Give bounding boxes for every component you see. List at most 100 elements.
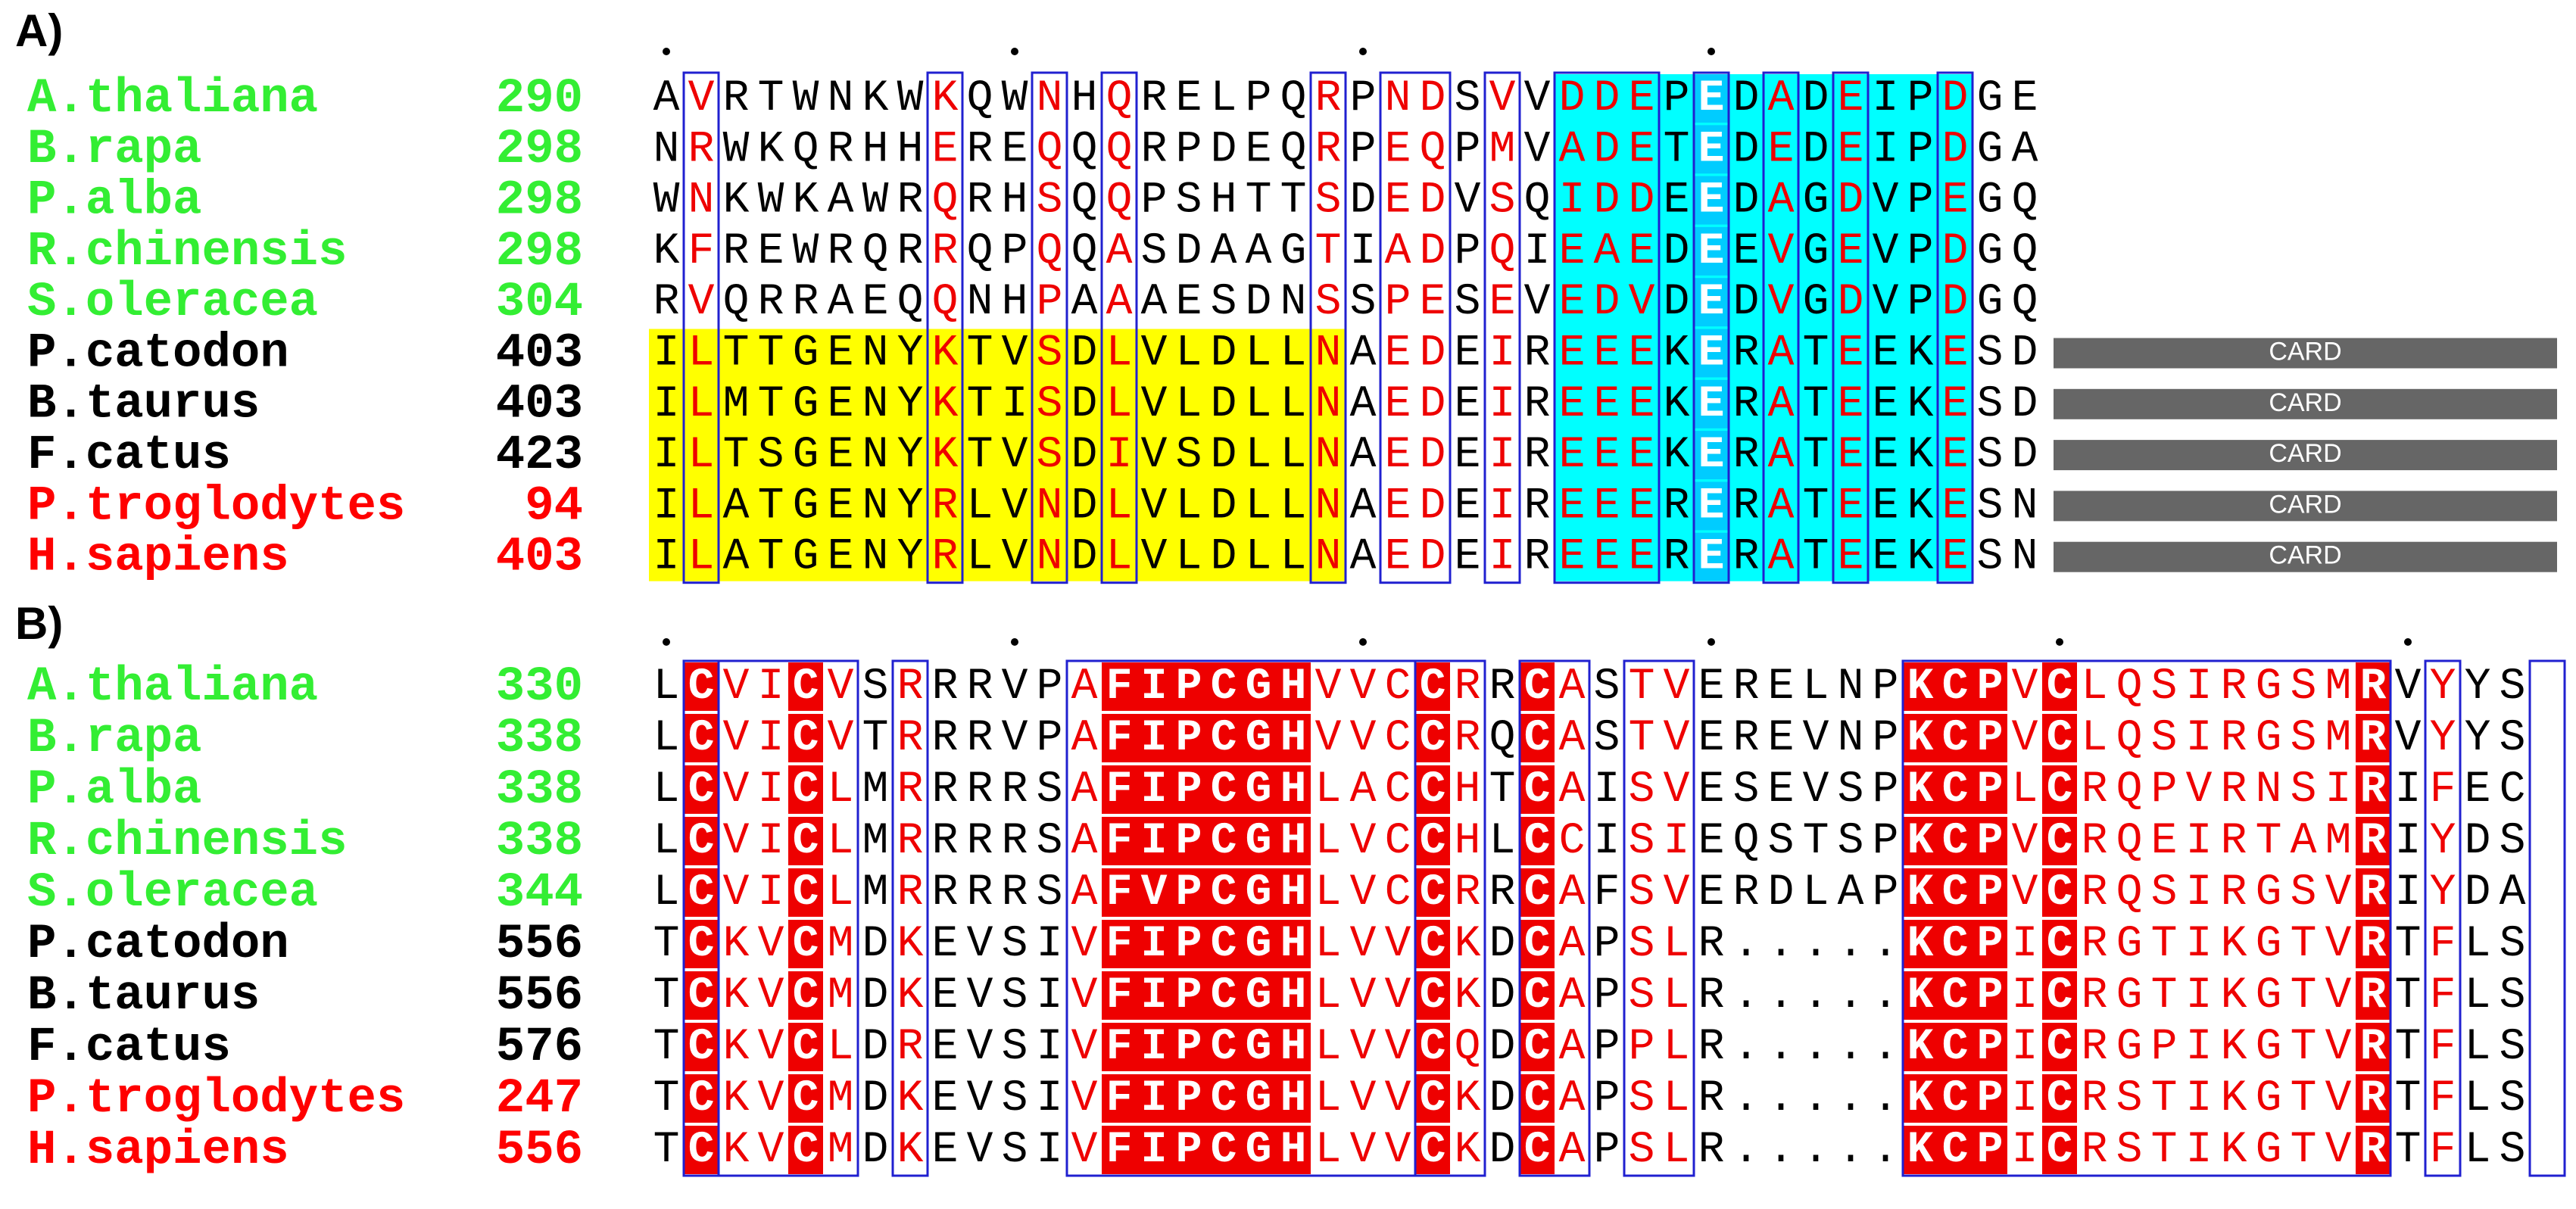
residue: I xyxy=(653,533,680,582)
residue: A xyxy=(1768,482,1795,531)
residue: D xyxy=(1246,279,1272,328)
species-name: B.taurus xyxy=(27,378,260,432)
residue: R xyxy=(1733,431,1760,480)
similarity-box xyxy=(717,659,859,1177)
residue: I xyxy=(1037,971,1063,1020)
residue: L xyxy=(1280,431,1307,480)
residue: V xyxy=(2012,714,2038,763)
residue: T xyxy=(2151,1126,2178,1175)
residue: P xyxy=(1594,920,1620,969)
identical-column xyxy=(1973,868,2007,917)
residue: Y xyxy=(897,431,924,480)
identical-column xyxy=(1903,868,1938,917)
residue: C xyxy=(1942,817,1969,866)
residue: E xyxy=(1629,126,1655,175)
identical-column xyxy=(1903,1126,1938,1174)
identical-column xyxy=(1694,532,1729,581)
residue: T xyxy=(1803,380,1829,429)
identical-column xyxy=(788,1074,823,1123)
residue: N xyxy=(862,533,889,582)
residue: I xyxy=(1594,817,1620,866)
residue: S xyxy=(2291,662,2317,712)
start-position: 247 xyxy=(496,1072,583,1126)
residue: R xyxy=(688,126,715,175)
residue: . xyxy=(1873,1023,1899,1072)
residue: C xyxy=(1211,868,1237,918)
residue: S xyxy=(1489,176,1516,226)
identical-column xyxy=(1694,278,1729,327)
residue: K xyxy=(1455,1126,1481,1175)
residue: V xyxy=(1071,1023,1098,1072)
residue: V xyxy=(1385,971,1411,1020)
residue: N xyxy=(1385,74,1411,123)
residue: K xyxy=(723,920,750,969)
residue: I xyxy=(1141,1023,1168,1072)
residue: C xyxy=(1211,662,1237,712)
species-name: H.sapiens xyxy=(27,531,289,585)
residue: A xyxy=(1141,279,1168,328)
residue: S xyxy=(1037,431,1063,480)
identical-column xyxy=(1171,971,1206,1020)
residue: Y xyxy=(2430,817,2456,866)
residue: C xyxy=(793,1023,819,1072)
residue: V xyxy=(1350,868,1377,918)
residue: V xyxy=(1315,662,1342,712)
residue: D xyxy=(1071,533,1098,582)
residue: P xyxy=(1141,176,1168,226)
residue: N xyxy=(1315,482,1342,531)
residue: R xyxy=(897,817,924,866)
residue: N xyxy=(1838,662,1864,712)
residue: S xyxy=(1002,920,1028,969)
similarity-box xyxy=(1031,71,1068,584)
residue: E xyxy=(1838,74,1864,123)
residue: L xyxy=(2082,714,2108,763)
identical-column xyxy=(2042,1074,2077,1123)
residue: D xyxy=(1071,431,1098,480)
residue: R xyxy=(932,817,959,866)
residue: E xyxy=(2465,765,2491,815)
residue: Q xyxy=(1106,126,1133,175)
residue: E xyxy=(1559,227,1586,276)
residue: P xyxy=(1176,126,1202,175)
residue: S xyxy=(2291,868,2317,918)
residue: P xyxy=(1176,765,1202,815)
residue: A xyxy=(828,279,854,328)
residue: E xyxy=(1664,176,1690,226)
residue: E xyxy=(1768,126,1795,175)
identical-column xyxy=(1520,817,1555,865)
residue: V xyxy=(1141,431,1168,480)
residue: W xyxy=(723,126,750,175)
residue: C xyxy=(2047,714,2073,763)
residue: R xyxy=(2082,868,2108,918)
residue: L xyxy=(1315,920,1342,969)
residue: D xyxy=(1420,176,1446,226)
residue: T xyxy=(2151,920,2178,969)
residue: G xyxy=(1977,74,2004,123)
residue: E xyxy=(1455,482,1481,531)
residue: K xyxy=(1907,482,1934,531)
residue: D xyxy=(1733,279,1760,328)
identical-column xyxy=(1241,765,1276,814)
residue: R xyxy=(1698,1126,1725,1175)
domain-label: CARD xyxy=(2269,388,2341,417)
residue: N xyxy=(1315,431,1342,480)
residue: R xyxy=(1002,817,1028,866)
residue: R xyxy=(967,714,993,763)
residue: C xyxy=(1942,971,1969,1020)
residue: C xyxy=(1420,1126,1446,1175)
residue: C xyxy=(1420,765,1446,815)
residue: E xyxy=(1838,329,1864,379)
residue: C xyxy=(2047,1126,2073,1175)
residue: S xyxy=(1037,329,1063,379)
residue: C xyxy=(1524,765,1551,815)
residue: V xyxy=(2186,765,2213,815)
residue: S xyxy=(2151,662,2178,712)
residue: I xyxy=(2186,971,2213,1020)
residue: E xyxy=(1594,533,1620,582)
residue: M xyxy=(2325,714,2352,763)
residue: E xyxy=(1002,126,1028,175)
residue: L xyxy=(1315,1126,1342,1175)
similarity-box xyxy=(1936,71,1974,584)
